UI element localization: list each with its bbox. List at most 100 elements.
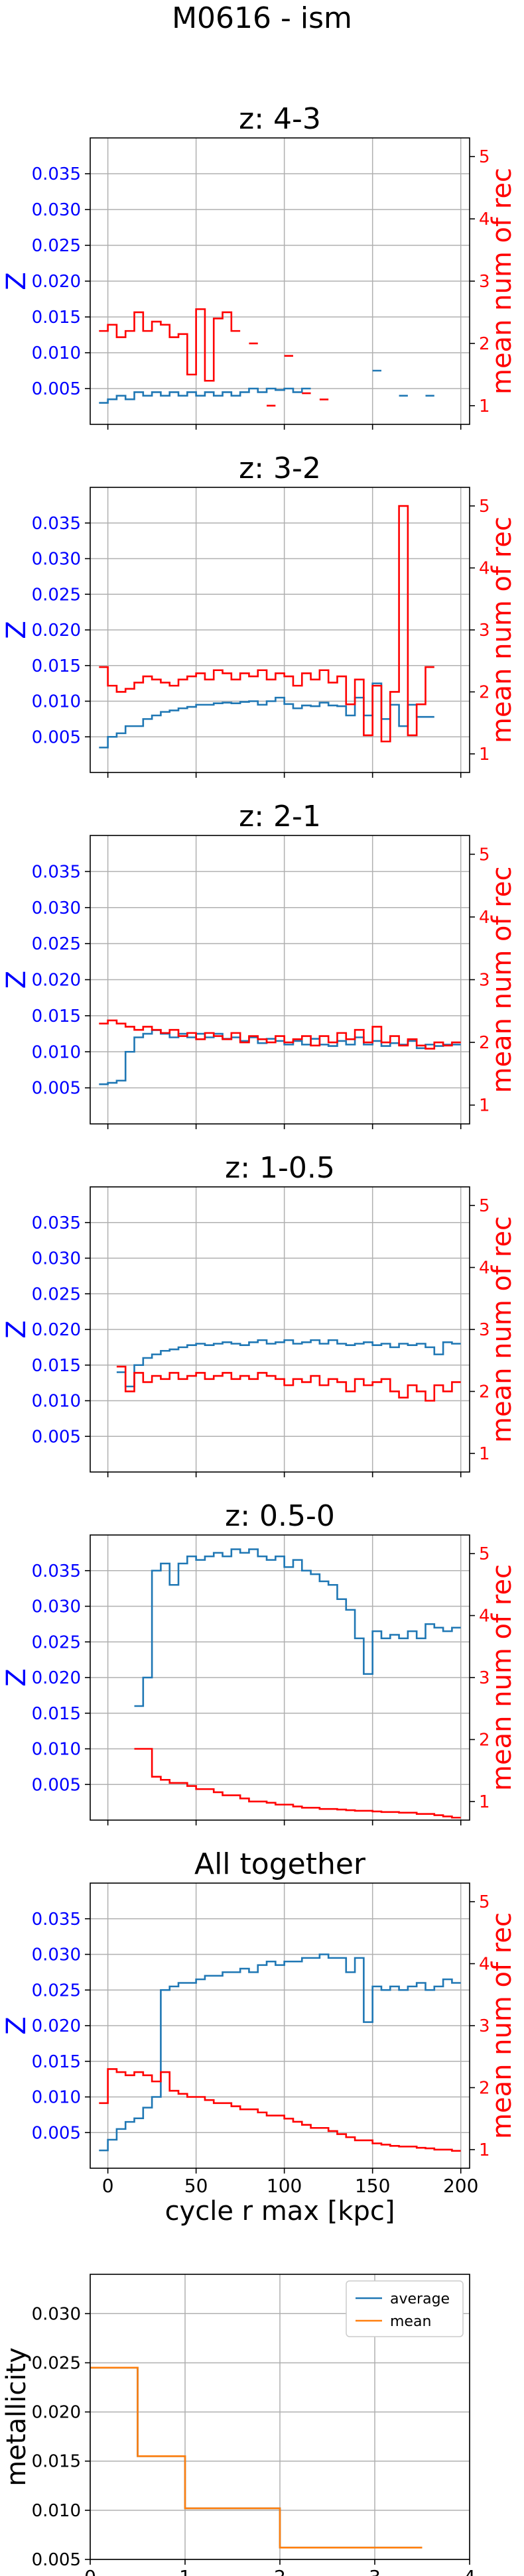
x-tick-label: 200 xyxy=(443,2175,478,2197)
y-tick-label: 0.025 xyxy=(32,2353,81,2373)
y2-tick-label: 3 xyxy=(479,272,490,292)
y2-tick-label: 1 xyxy=(479,1444,490,1464)
y2-tick-label: 1 xyxy=(479,2140,490,2160)
y-tick-label: 0.015 xyxy=(32,2452,81,2472)
y2-axis-label: mean num of rec xyxy=(487,1216,517,1443)
series-line-average xyxy=(90,2366,423,2549)
y2-tick-label: 4 xyxy=(479,1258,490,1278)
y2-tick-label: 1 xyxy=(479,1096,490,1116)
x-tick-label: 1 xyxy=(179,2566,191,2576)
legend: average mean xyxy=(346,2280,464,2337)
y-tick-label: 0.020 xyxy=(32,2016,81,2036)
chart-title: z: 3-2 xyxy=(239,452,321,485)
y2-tick-label: 1 xyxy=(479,745,490,765)
x-tick-label: 3 xyxy=(369,2566,381,2576)
y2-tick-label: 2 xyxy=(479,1033,490,1053)
y-tick-label: 0.035 xyxy=(32,1562,81,1581)
y-tick-label: 0.010 xyxy=(32,2088,81,2108)
y2-tick-label: 5 xyxy=(479,147,490,167)
y2-tick-label: 2 xyxy=(479,2078,490,2098)
y2-tick-label: 4 xyxy=(479,908,490,928)
y-tick-label: 0.005 xyxy=(32,1427,81,1447)
y2-tick-label: 5 xyxy=(479,1196,490,1216)
series-line-right-axis xyxy=(99,2068,461,2152)
y2-tick-label: 5 xyxy=(479,1892,490,1912)
y-tick-label: 0.010 xyxy=(32,1042,81,1062)
chart-panel-7: 0 1 2 3 4 0.005 0.010 0.015 0.020 0.025 0.030 metal… xyxy=(1,2274,476,2576)
y2-tick-label: 4 xyxy=(479,210,490,229)
y-tick-label: 0.015 xyxy=(32,1356,81,1376)
y-tick-label: 0.005 xyxy=(32,379,81,399)
chart-title: All together xyxy=(194,1847,366,1881)
x-tick-label: 150 xyxy=(355,2175,390,2197)
series-line-left-axis xyxy=(134,1548,461,1707)
y2-tick-label: 3 xyxy=(479,1668,490,1688)
y-tick-label: 0.020 xyxy=(32,272,81,292)
y-tick-label: 0.030 xyxy=(32,200,81,220)
y-tick-label: 0.010 xyxy=(32,1392,81,1412)
y2-axis-label: mean num of rec xyxy=(487,168,517,395)
x-tick-label: 100 xyxy=(267,2175,302,2197)
x-axis-label: cycle r max [kpc] xyxy=(165,2196,395,2227)
chart-title: z: 2-1 xyxy=(239,800,321,833)
y-tick-label: 0.020 xyxy=(32,621,81,641)
y2-axis-label: mean num of rec xyxy=(487,867,517,1093)
y-tick-label: 0.030 xyxy=(32,2304,81,2324)
chart-panel-4: 0.005 0.010 0.015 0.020 0.025 0.030 0.035 1 2 3 4 5… xyxy=(1,1151,517,1477)
y-tick-label: 0.015 xyxy=(32,656,81,676)
legend-frame xyxy=(346,2280,464,2337)
y2-tick-label: 5 xyxy=(479,497,490,517)
y2-axis-label: mean num of rec xyxy=(487,1564,517,1791)
y-tick-label: 0.035 xyxy=(32,1213,81,1233)
series-line-right-axis xyxy=(134,1748,461,1819)
y2-tick-label: 1 xyxy=(479,397,490,416)
chart-title: z: 0.5-0 xyxy=(225,1499,335,1533)
y-tick-label: 0.025 xyxy=(32,1284,81,1304)
y-axis-label: Z xyxy=(1,2016,32,2034)
y-tick-label: 0.010 xyxy=(32,343,81,363)
chart-panel-2: 0.005 0.010 0.015 0.020 0.025 0.030 0.035 1 2 3 4 5… xyxy=(1,452,517,778)
y2-tick-label: 3 xyxy=(479,621,490,641)
legend-label-average: average xyxy=(390,2291,450,2307)
y-tick-label: 0.015 xyxy=(32,1007,81,1026)
y2-tick-label: 4 xyxy=(479,559,490,579)
y-tick-label: 0.025 xyxy=(32,236,81,256)
y2-tick-label: 4 xyxy=(479,1607,490,1626)
y-tick-label: 0.030 xyxy=(32,898,81,918)
series-line-right-axis xyxy=(99,308,329,407)
y-tick-label: 0.035 xyxy=(32,164,81,184)
y-tick-label: 0.035 xyxy=(32,862,81,882)
y-tick-label: 0.005 xyxy=(32,1775,81,1795)
y2-tick-label: 2 xyxy=(479,1730,490,1750)
x-tick-label: 0 xyxy=(102,2175,114,2197)
y-axis-label: metallicity xyxy=(1,2347,32,2486)
y-tick-label: 0.025 xyxy=(32,1632,81,1652)
y-tick-label: 0.025 xyxy=(32,585,81,605)
y-tick-label: 0.010 xyxy=(32,2501,81,2521)
y-tick-label: 0.025 xyxy=(32,934,81,954)
series-line-left-axis xyxy=(99,369,434,404)
y2-tick-label: 3 xyxy=(479,971,490,991)
series-line-left-axis xyxy=(99,1029,461,1085)
chart-panel-5: 0.005 0.010 0.015 0.020 0.025 0.030 0.035 1 2 3 4 5… xyxy=(1,1499,517,1825)
y-tick-label: 0.030 xyxy=(32,550,81,570)
y-tick-label: 0.010 xyxy=(32,1740,81,1760)
series-line-right-axis xyxy=(116,1365,461,1402)
series-line-left-axis xyxy=(116,1339,461,1388)
y2-tick-label: 5 xyxy=(479,1544,490,1564)
y-tick-label: 0.010 xyxy=(32,692,81,712)
y-tick-label: 0.030 xyxy=(32,1249,81,1269)
y-tick-label: 0.005 xyxy=(32,1079,81,1099)
y-tick-label: 0.020 xyxy=(32,1668,81,1688)
y2-tick-label: 2 xyxy=(479,682,490,702)
y2-tick-label: 2 xyxy=(479,1382,490,1402)
series-line-mean xyxy=(90,2366,423,2549)
y-tick-label: 0.020 xyxy=(32,1320,81,1340)
x-tick-label: 2 xyxy=(274,2566,286,2576)
y2-tick-label: 5 xyxy=(479,845,490,865)
x-tick-label: 0 xyxy=(84,2566,96,2576)
y-axis-label: Z xyxy=(1,621,32,639)
y-tick-label: 0.005 xyxy=(32,727,81,747)
y-tick-label: 0.035 xyxy=(32,1910,81,1930)
